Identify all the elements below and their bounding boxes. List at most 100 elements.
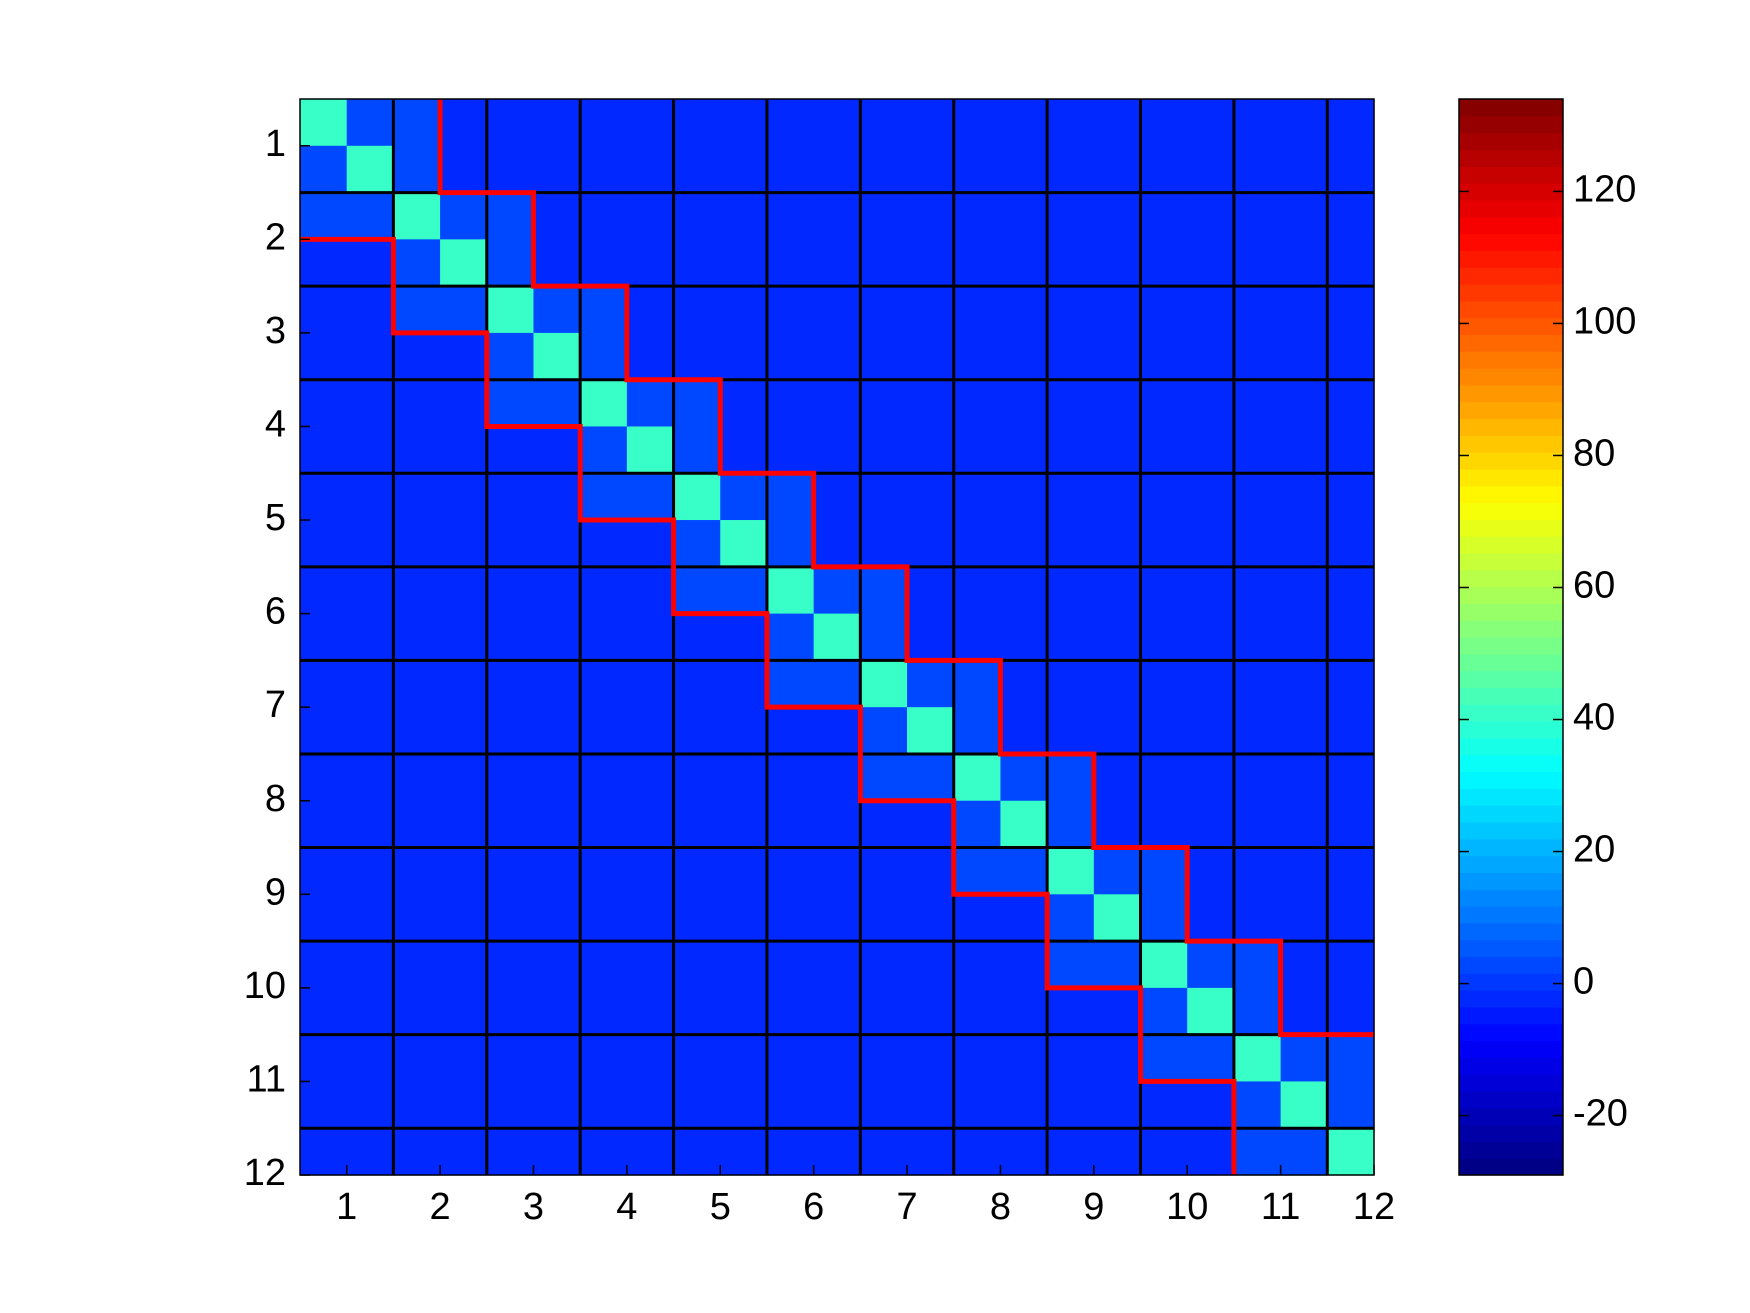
heatmap-cell <box>1000 239 1048 287</box>
heatmap-cell <box>626 99 675 147</box>
heatmap-cell <box>1233 707 1282 755</box>
colorbar-tick-label: 0 <box>1573 961 1594 1003</box>
heatmap-cell <box>1047 1081 1095 1129</box>
y-tick-label: 12 <box>244 1152 286 1194</box>
heatmap-cell <box>860 426 908 474</box>
heatmap-cell <box>300 987 348 1036</box>
heatmap-cell <box>953 1128 1002 1176</box>
heatmap-cell <box>1047 613 1095 661</box>
colorbar-step <box>1459 838 1563 857</box>
heatmap-cell <box>1280 192 1328 240</box>
heatmap-cell <box>766 145 815 194</box>
heatmap-cell <box>953 145 1002 194</box>
heatmap-cell <box>907 286 955 334</box>
heatmap-cell <box>673 941 721 989</box>
heatmap-cell <box>533 566 581 615</box>
heatmap-cell <box>1280 1081 1328 1129</box>
heatmap-cell <box>533 239 581 287</box>
heatmap-cell <box>626 847 675 895</box>
heatmap-cell <box>1000 286 1048 334</box>
heatmap-cell <box>860 707 908 755</box>
heatmap-cell <box>1000 379 1048 428</box>
heatmap-cell <box>1140 1128 1188 1176</box>
heatmap-cell <box>300 426 348 474</box>
heatmap-cell <box>393 379 441 428</box>
heatmap-cell <box>346 192 394 240</box>
heatmap-cell <box>346 753 394 802</box>
heatmap-cell <box>813 660 861 708</box>
heatmap-cell <box>626 520 675 568</box>
colorbar-step <box>1459 132 1563 151</box>
heatmap-cell <box>1000 1034 1048 1083</box>
heatmap-cell <box>1140 332 1188 381</box>
heatmap-cell <box>1000 99 1048 147</box>
colorbar-step <box>1459 1124 1563 1142</box>
heatmap-cell <box>1000 987 1048 1036</box>
heatmap-cell <box>346 800 394 849</box>
heatmap-cell <box>1000 426 1048 474</box>
heatmap-cell <box>766 473 815 521</box>
heatmap-cell <box>300 99 348 147</box>
colorbar-step <box>1459 1158 1563 1176</box>
heatmap-cell <box>1327 1034 1375 1083</box>
heatmap-cell <box>860 1034 908 1083</box>
heatmap-cell <box>300 1081 348 1129</box>
colorbar-step <box>1459 452 1563 470</box>
heatmap-cell <box>907 332 955 381</box>
heatmap-cell <box>1187 192 1235 240</box>
heatmap-cell <box>626 426 675 474</box>
heatmap-cell <box>1140 1081 1188 1129</box>
heatmap-cell <box>907 987 955 1036</box>
heatmap-cell <box>766 1128 815 1176</box>
heatmap-cell <box>486 473 535 521</box>
heatmap-cell <box>813 1034 861 1083</box>
heatmap-cell <box>860 379 908 428</box>
y-tick-label: 6 <box>265 591 286 633</box>
heatmap-cell <box>1280 847 1328 895</box>
heatmap-cell <box>1280 426 1328 474</box>
heatmap-cell <box>673 613 721 661</box>
heatmap-cell <box>953 753 1002 802</box>
heatmap-cell <box>1140 1034 1188 1083</box>
heatmap-cell <box>1280 379 1328 428</box>
heatmap-cell <box>580 192 628 240</box>
heatmap-cell <box>907 707 955 755</box>
heatmap-cell <box>393 800 441 849</box>
heatmap-cell <box>907 847 955 895</box>
colorbar-step <box>1459 418 1563 436</box>
heatmap-cell <box>1233 426 1282 474</box>
heatmap-cell <box>1000 613 1048 661</box>
colorbar-step <box>1459 115 1563 134</box>
heatmap-cell <box>626 660 675 708</box>
heatmap-cell <box>1280 286 1328 334</box>
x-tick-label: 8 <box>990 1186 1011 1228</box>
heatmap-cell <box>1233 847 1282 895</box>
heatmap-cell <box>440 426 488 474</box>
heatmap-cell <box>1187 1034 1235 1083</box>
heatmap-cell <box>813 566 861 615</box>
heatmap-cell <box>300 941 348 989</box>
heatmap-cell <box>1140 800 1188 849</box>
heatmap-cell <box>346 566 394 615</box>
heatmap-cell <box>486 660 535 708</box>
heatmap-cell <box>907 1128 955 1176</box>
heatmap-cell <box>1000 753 1048 802</box>
heatmap-cell <box>720 1128 768 1176</box>
heatmap-cell <box>953 99 1002 147</box>
colorbar-step <box>1459 754 1563 773</box>
heatmap-cell <box>1093 239 1142 287</box>
heatmap-cell <box>907 192 955 240</box>
heatmap-cell <box>580 753 628 802</box>
heatmap-cell <box>1140 987 1188 1036</box>
heatmap-cell <box>673 1034 721 1083</box>
heatmap-cell <box>346 379 394 428</box>
heatmap-cell <box>300 239 348 287</box>
heatmap-cell <box>533 332 581 381</box>
heatmap-cell <box>346 520 394 568</box>
heatmap-cell <box>953 566 1002 615</box>
heatmap-cell <box>1280 1128 1328 1176</box>
heatmap-cell <box>813 753 861 802</box>
heatmap-cell <box>1233 987 1282 1036</box>
heatmap-cell <box>1187 239 1235 287</box>
heatmap-cell <box>860 332 908 381</box>
